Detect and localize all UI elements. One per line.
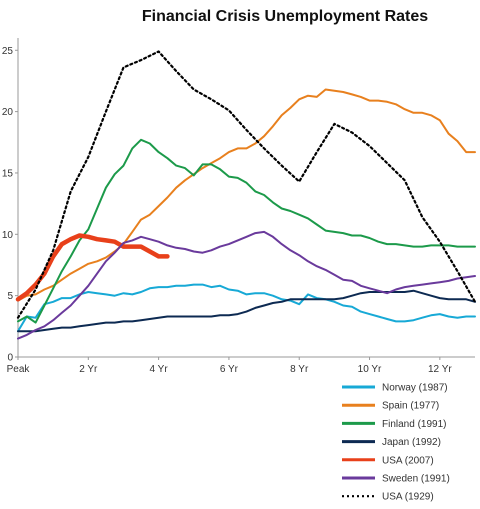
x-tick-label: 6 Yr [220, 364, 239, 375]
series-line-sweden-1991 [17, 230, 476, 340]
series-line-finland-1991 [17, 138, 476, 324]
legend: Norway (1987) Spain (1977) Finland (1991) J… [342, 383, 450, 503]
series-layer [15, 50, 477, 340]
series-line-norway-1987 [17, 283, 476, 333]
legend-label: Japan (1992) [382, 437, 441, 448]
y-tick-label: 10 [2, 230, 14, 241]
y-tick-label: 5 [7, 291, 13, 302]
series-line-spain-1977 [17, 88, 476, 302]
x-tick-label: 8 Yr [290, 364, 309, 375]
legend-label: Sweden (1991) [382, 474, 450, 485]
chart-title: Financial Crisis Unemployment Rates [141, 8, 429, 25]
legend-label: Norway (1987) [382, 383, 448, 394]
legend-label: Spain (1977) [382, 401, 439, 412]
x-tick-label: 4 Yr [150, 364, 169, 375]
axes: 0 5 10 15 20 25 Peak 2 Yr 4 Yr 6 Yr 8 Yr 10 Yr 12 Yr [2, 38, 475, 375]
x-tick-label: 10 Yr [358, 364, 382, 375]
x-tick-label: Peak [7, 364, 31, 375]
y-tick-label: 0 [7, 353, 13, 364]
legend-label: USA (2007) [382, 455, 434, 466]
series-line-usa-2007 [15, 233, 170, 302]
series-line-usa-1929 [16, 50, 477, 319]
y-tick-label: 20 [2, 107, 14, 118]
y-tick-label: 25 [2, 46, 14, 57]
x-tick-label: 12 Yr [428, 364, 452, 375]
legend-label: Finland (1991) [382, 419, 446, 430]
y-tick-label: 15 [2, 168, 14, 179]
legend-label: USA (1929) [382, 492, 434, 503]
series-line-japan-1992 [17, 289, 476, 333]
x-tick-label: 2 Yr [79, 364, 98, 375]
